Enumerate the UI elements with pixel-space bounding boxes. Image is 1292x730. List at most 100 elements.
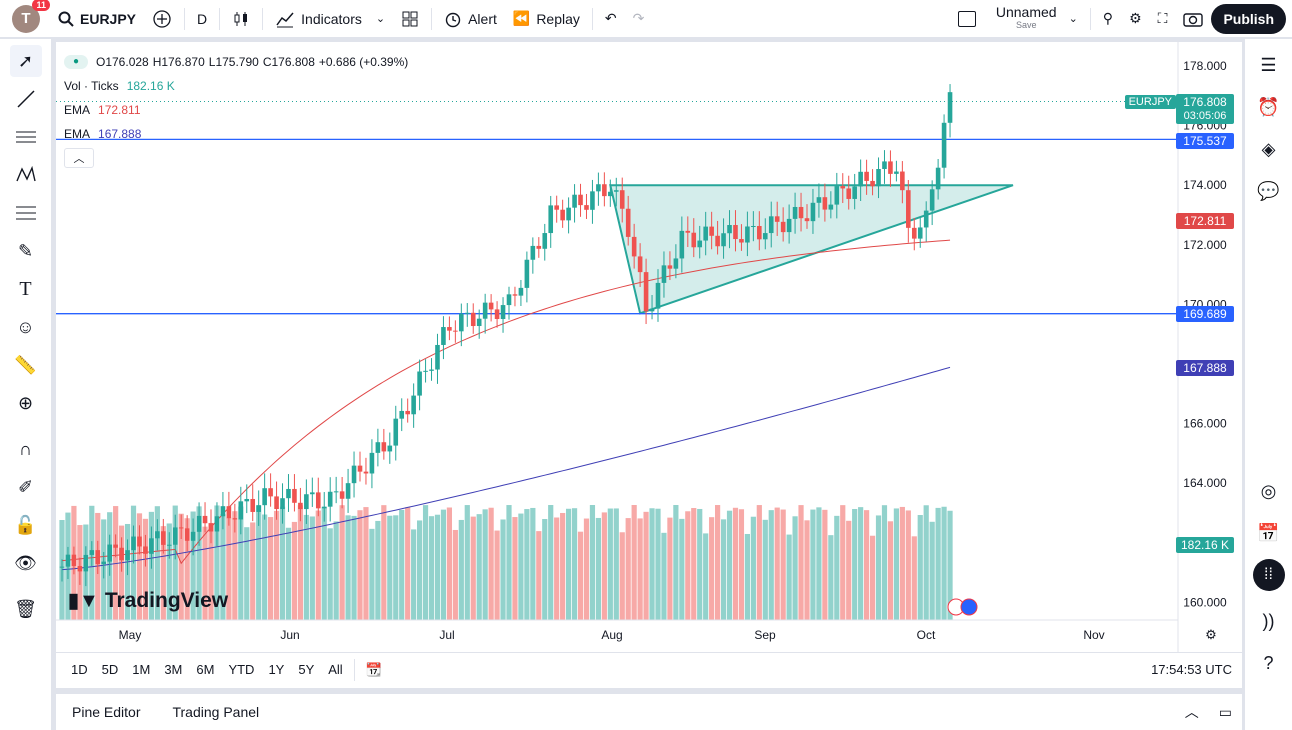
trash-tool[interactable]: 🗑: [10, 593, 42, 625]
pattern-tool[interactable]: [10, 159, 42, 191]
fullscreen-button[interactable]: ⛶: [1150, 0, 1176, 38]
alert-label: Alert: [468, 10, 497, 27]
quick-search-button[interactable]: ⚲: [1095, 0, 1121, 38]
templates-button[interactable]: [393, 0, 427, 38]
alarm-clock-icon: [445, 12, 461, 27]
volume-bar: [440, 509, 447, 620]
timeframe-6m[interactable]: 6M: [196, 662, 215, 677]
indicators-button[interactable]: Indicators ⌄: [267, 0, 393, 38]
timeframe-all[interactable]: All: [328, 662, 343, 677]
candle-body: [298, 502, 303, 510]
watchlist-button[interactable]: ☰: [1253, 49, 1285, 81]
price-tick: 164.000: [1183, 476, 1227, 490]
chart-canvas[interactable]: 178.000176.000174.000172.000170.000166.0…: [56, 42, 1242, 652]
visibility-tool[interactable]: 👁: [10, 547, 42, 579]
timeframe-3m[interactable]: 3M: [164, 662, 183, 677]
volume-bar: [810, 509, 816, 620]
candle-body: [119, 547, 124, 561]
timeframe-1d[interactable]: 1D: [71, 662, 88, 677]
date-range-button[interactable]: 📆: [359, 662, 389, 678]
lock-tool[interactable]: 🔓: [10, 509, 42, 541]
timeframe-5d[interactable]: 5D: [101, 662, 119, 677]
ideas-button[interactable]: ◎: [1253, 475, 1285, 507]
ema-fast-legend[interactable]: EMA 172.811: [64, 98, 408, 122]
candle-body: [315, 492, 321, 509]
timeframe-5y[interactable]: 5Y: [298, 662, 315, 677]
chats-button[interactable]: 💬: [1253, 175, 1285, 207]
candle-body: [530, 245, 536, 260]
volume-bar: [357, 510, 363, 620]
candle-body: [417, 371, 422, 396]
zoom-tool[interactable]: ⊕: [10, 387, 42, 419]
calendar-range-icon: 📆: [365, 661, 382, 677]
alerts-panel-button[interactable]: ⏰: [1253, 91, 1285, 123]
candle-body: [453, 330, 458, 332]
volume-legend[interactable]: Vol · Ticks 182.16 K: [64, 74, 408, 98]
user-avatar[interactable]: T 11: [12, 0, 50, 33]
data-window-button[interactable]: ◈: [1253, 133, 1285, 165]
volume-bar: [422, 505, 429, 620]
stay-drawing-tool[interactable]: ✐: [10, 471, 42, 503]
replay-button[interactable]: ⏪ Replay: [505, 0, 588, 38]
snapshot-button[interactable]: [1175, 0, 1211, 38]
alert-button[interactable]: Alert: [436, 0, 505, 38]
candle-body: [310, 492, 315, 495]
settings-button[interactable]: ⚙: [1121, 0, 1150, 38]
tab-pine-editor[interactable]: Pine Editor: [72, 704, 141, 720]
volume-bar: [917, 515, 923, 620]
layout-button[interactable]: Unnamed Save ⌄: [950, 0, 1086, 38]
maximize-panel-icon[interactable]: ▭: [1218, 703, 1232, 720]
candle-body: [459, 313, 464, 332]
brush-tool[interactable]: ✎: [10, 235, 42, 267]
hline-tool[interactable]: [10, 121, 42, 153]
volume-bar: [369, 528, 375, 620]
compare-button[interactable]: [144, 0, 180, 38]
time-tick: Jun: [280, 628, 299, 642]
magnet-icon: ∩: [19, 438, 32, 459]
publish-button[interactable]: Publish: [1211, 3, 1286, 34]
products-button[interactable]: ⁞⁞: [1252, 559, 1285, 591]
timeframe-1y[interactable]: 1Y: [268, 662, 285, 677]
trendline-tool[interactable]: [10, 83, 42, 115]
price-tick: 178.000: [1183, 59, 1227, 73]
chevron-up-icon[interactable]: ︿: [1184, 704, 1199, 720]
stream-button[interactable]: )): [1253, 605, 1285, 637]
volume-bar: [846, 520, 852, 620]
volume-bar: [536, 531, 542, 620]
chart-pane[interactable]: 178.000 176.000 174.000 172.000 170.000 166.0…: [56, 42, 1242, 688]
dividend-icon[interactable]: [960, 598, 978, 616]
symbol-search[interactable]: EURJPY: [50, 0, 144, 38]
text-tool[interactable]: T: [10, 273, 42, 305]
magnet-tool[interactable]: ∩: [10, 433, 42, 465]
cursor-tool[interactable]: ➚: [9, 45, 42, 77]
ruler-tool[interactable]: 📏: [10, 349, 42, 381]
collapse-legend-button[interactable]: ︿: [64, 148, 94, 168]
timeframe-1m[interactable]: 1M: [132, 662, 151, 677]
help-button[interactable]: ?: [1253, 647, 1285, 679]
candle-body: [864, 171, 869, 181]
last-price-label: 176.808 03:05:06: [1176, 94, 1234, 124]
volume-bar: [685, 511, 691, 620]
candle-body: [274, 496, 279, 510]
candle-body: [488, 302, 494, 310]
chart-type-button[interactable]: [224, 0, 258, 38]
volume-bar: [631, 505, 637, 620]
redo-button[interactable]: ↷: [625, 0, 653, 38]
tradingview-logo-icon: ▮▼: [68, 590, 99, 612]
tab-trading-panel[interactable]: Trading Panel: [172, 704, 260, 720]
candle-body: [900, 171, 905, 191]
volume-bar: [822, 509, 828, 620]
volume-bar: [315, 510, 321, 620]
undo-button[interactable]: ↶: [597, 0, 625, 38]
candle-body: [733, 225, 738, 240]
emoji-tool[interactable]: ☺: [10, 311, 42, 343]
timeframe-ytd[interactable]: YTD: [228, 662, 255, 677]
fib-tool[interactable]: [10, 197, 42, 229]
ema-slow-legend[interactable]: EMA 167.888: [64, 122, 408, 146]
calendar-button[interactable]: 📅: [1253, 517, 1285, 549]
interval-button[interactable]: D: [189, 0, 215, 38]
utc-clock[interactable]: 17:54:53 UTC: [1151, 662, 1232, 677]
volume-bar: [548, 505, 554, 620]
axis-settings-icon[interactable]: ⚙: [1205, 627, 1217, 642]
triangle-pattern[interactable]: [609, 184, 1014, 315]
